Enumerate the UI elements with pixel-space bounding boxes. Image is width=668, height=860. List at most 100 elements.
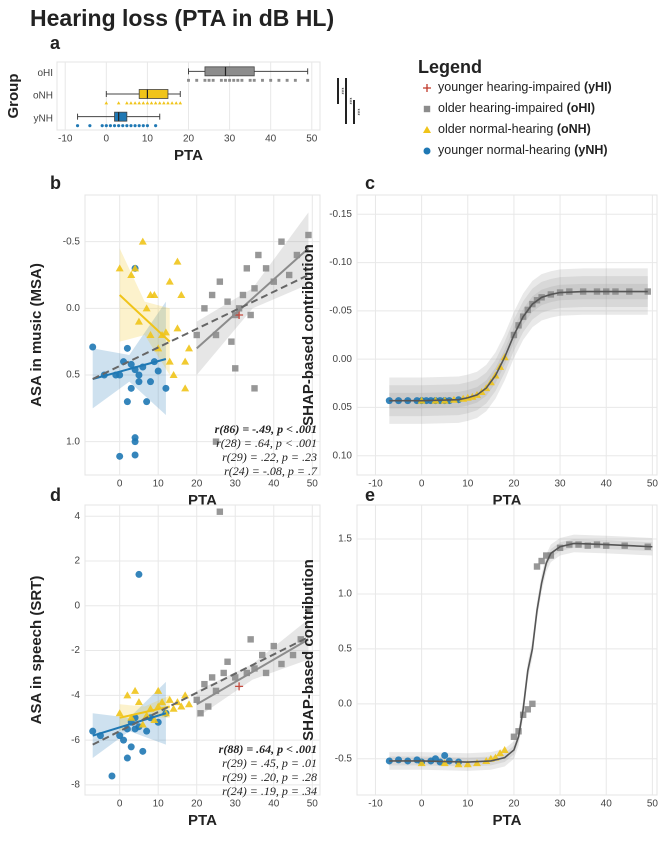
point: [134, 698, 143, 706]
point: [235, 682, 244, 691]
x-tick-label: -10: [368, 479, 383, 490]
x-tick-label: 20: [191, 799, 203, 810]
legend-abbr: (yNH): [574, 143, 607, 157]
point: [149, 101, 154, 105]
point: [108, 772, 116, 780]
point: [243, 669, 251, 677]
point: [173, 324, 182, 332]
point: [211, 78, 215, 82]
confidence-band: [196, 212, 309, 375]
stat-annotation: r(24) = -.08, p = .7: [224, 464, 318, 478]
x-tick-label: 0: [117, 799, 123, 810]
point: [285, 78, 289, 82]
point: [174, 101, 178, 105]
point: [529, 700, 536, 708]
point: [247, 636, 254, 643]
point: [305, 607, 312, 614]
point: [127, 271, 136, 278]
plot-area: [356, 504, 658, 796]
point: [293, 251, 301, 259]
point: [395, 756, 403, 764]
point: [166, 101, 170, 105]
legend-abbr: (oNH): [557, 122, 591, 136]
point: [463, 760, 472, 768]
point: [131, 438, 139, 446]
fit-line: [92, 274, 309, 380]
y-axis-label: SHAP-based contribution: [300, 559, 317, 741]
point: [141, 124, 145, 128]
point: [185, 344, 194, 352]
legend-marker: [423, 147, 431, 155]
point: [235, 311, 244, 319]
point: [251, 385, 258, 392]
legend-marker: [423, 84, 431, 92]
point: [137, 124, 141, 128]
point: [169, 704, 178, 712]
point: [131, 451, 139, 459]
point: [252, 78, 256, 82]
legend-marker: [423, 126, 431, 133]
point: [212, 687, 220, 695]
point: [123, 344, 131, 352]
point: [138, 720, 147, 728]
point: [289, 651, 297, 659]
point: [139, 747, 147, 755]
point: [115, 264, 124, 272]
significance: ***: [337, 87, 343, 95]
point: [165, 277, 174, 285]
figure-title: Hearing loss (PTA in dB HL): [30, 5, 334, 31]
y-tick-label: 0.0: [66, 303, 80, 314]
point: [165, 357, 174, 365]
point: [127, 743, 135, 751]
plot-area: [356, 194, 658, 476]
uncertainty-band: [389, 283, 648, 409]
point: [278, 238, 285, 245]
point: [500, 745, 509, 753]
point: [224, 298, 231, 305]
confidence-band: [92, 301, 166, 415]
fit-line: [196, 247, 310, 350]
point: [75, 124, 80, 128]
point: [232, 365, 239, 372]
point: [127, 384, 135, 392]
point: [145, 124, 149, 128]
y-tick-label: 0.0: [338, 698, 352, 709]
x-tick-label: 40: [268, 479, 280, 490]
y-tick-label: -0.5: [335, 753, 353, 764]
point: [220, 669, 227, 677]
point: [187, 78, 190, 82]
y-tick-label: -4: [71, 690, 80, 701]
point: [285, 271, 293, 279]
point: [129, 124, 133, 128]
panel-label: d: [50, 485, 61, 505]
point: [170, 101, 174, 105]
point: [115, 709, 124, 717]
point: [158, 698, 167, 706]
point: [127, 360, 135, 368]
x-tick-label: -10: [368, 799, 383, 810]
point: [162, 101, 166, 105]
x-tick-label: 20: [508, 799, 520, 810]
stat-annotation: r(88) = .64, p < .001: [219, 742, 317, 756]
significance: ***: [353, 108, 359, 116]
point: [228, 78, 232, 82]
point: [146, 291, 155, 298]
point: [173, 257, 182, 265]
y-tick-label: 0.5: [338, 644, 352, 655]
point: [207, 78, 211, 82]
fit-line: [92, 358, 167, 380]
y-tick-label: 0: [74, 600, 80, 611]
point: [543, 552, 550, 559]
point: [277, 78, 281, 82]
point: [150, 715, 159, 723]
stat-annotation: r(24) = .19, p = .34: [222, 784, 317, 798]
x-tick-label: 0: [104, 134, 110, 145]
point: [195, 78, 199, 82]
y-axis-label: Group: [5, 74, 22, 119]
point: [208, 674, 216, 681]
point: [104, 124, 108, 128]
stat-annotation: r(29) = .22, p = .23: [222, 450, 317, 464]
y-tick-label: 1.0: [338, 589, 352, 600]
